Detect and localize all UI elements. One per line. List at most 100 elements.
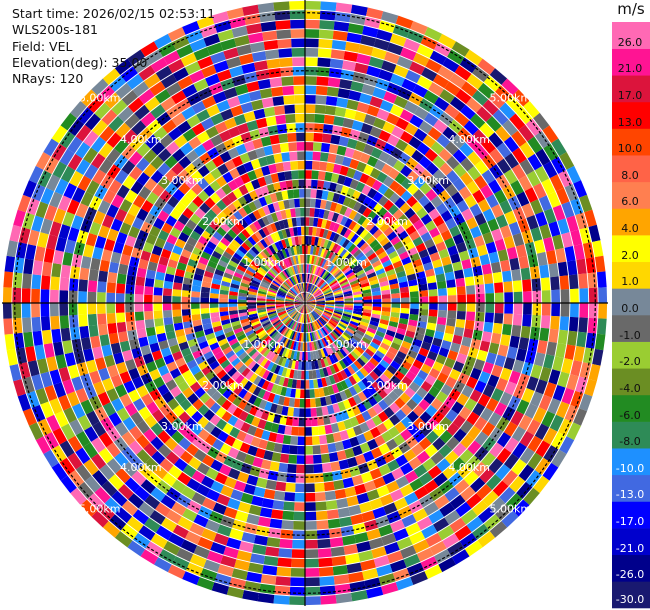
velocity-cell [64, 352, 76, 367]
velocity-cell [219, 303, 228, 308]
velocity-cell [349, 416, 360, 427]
velocity-cell [279, 142, 290, 153]
velocity-cell [262, 248, 271, 258]
velocity-cell [438, 303, 448, 311]
colorbar-tick-label: 10.0 [617, 142, 643, 156]
velocity-cell [508, 221, 521, 236]
velocity-cell [207, 446, 220, 459]
velocity-cell [477, 82, 495, 99]
velocity-cell [182, 20, 200, 35]
velocity-cell [507, 395, 521, 411]
velocity-cell [527, 153, 543, 171]
velocity-cell [296, 132, 305, 142]
velocity-cell [320, 453, 331, 464]
velocity-cell [169, 367, 182, 379]
velocity-cell [295, 322, 300, 332]
velocity-cell [239, 315, 249, 321]
velocity-cell [281, 315, 289, 322]
velocity-cell [49, 303, 59, 317]
velocity-cell [161, 372, 173, 384]
velocity-cell [535, 440, 551, 458]
velocity-cell [226, 7, 244, 20]
velocity-cell [238, 184, 249, 196]
velocity-cell [273, 1, 290, 12]
velocity-cell [336, 214, 344, 224]
velocity-cell [366, 327, 377, 335]
velocity-cell [308, 313, 313, 322]
velocity-cell [226, 334, 237, 342]
velocity-cell [272, 332, 281, 341]
velocity-cell [313, 473, 324, 483]
velocity-cell [292, 311, 299, 320]
velocity-cell [318, 38, 333, 49]
velocity-cell [335, 592, 353, 604]
velocity-cell [398, 281, 409, 288]
velocity-cell [215, 175, 228, 188]
velocity-cell [329, 231, 337, 242]
velocity-cell [518, 414, 533, 431]
range-ring-label: 4.00km [120, 133, 162, 146]
velocity-cell [320, 269, 327, 278]
velocity-cell [335, 234, 344, 245]
velocity-cell [472, 129, 488, 145]
range-ring-label: 1.00km [243, 256, 285, 269]
velocity-cell [193, 514, 209, 528]
velocity-cell [118, 331, 129, 343]
velocity-cell [516, 481, 533, 499]
velocity-cell [101, 249, 113, 262]
velocity-cell [488, 251, 500, 264]
velocity-cell [238, 261, 249, 270]
velocity-cell [395, 15, 414, 29]
velocity-cell [446, 155, 460, 170]
velocity-cell [271, 342, 279, 352]
velocity-cell [140, 250, 152, 262]
velocity-cell [238, 296, 247, 300]
velocity-cell [177, 75, 194, 90]
velocity-cell [430, 141, 445, 155]
velocity-cell [306, 300, 316, 303]
velocity-cell [333, 341, 342, 350]
velocity-cell [232, 407, 243, 418]
velocity-cell [425, 328, 435, 338]
velocity-cell [243, 71, 258, 84]
velocity-cell [318, 281, 326, 289]
velocity-cell [106, 148, 121, 164]
velocity-cell [177, 380, 190, 393]
velocity-cell [434, 330, 445, 340]
velocity-cell [285, 280, 292, 288]
velocity-cell [174, 134, 188, 148]
velocity-cell [339, 430, 349, 441]
velocity-cell [238, 53, 254, 65]
velocity-cell [181, 296, 191, 303]
velocity-cell [285, 268, 292, 277]
velocity-cell [166, 487, 181, 502]
velocity-cell [209, 303, 219, 308]
velocity-cell [326, 275, 334, 283]
velocity-cell [330, 461, 341, 472]
velocity-cell [489, 68, 508, 85]
velocity-cell [306, 303, 315, 307]
velocity-cell [378, 195, 389, 207]
velocity-cell [500, 334, 511, 347]
velocity-cell [310, 285, 316, 294]
velocity-cell [60, 112, 77, 131]
velocity-cell [311, 286, 318, 295]
velocity-cell [253, 198, 263, 210]
velocity-cell [290, 311, 298, 318]
velocity-cell [426, 322, 437, 331]
velocity-cell [433, 119, 448, 134]
velocity-cell [40, 187, 54, 205]
velocity-cell [406, 273, 417, 282]
velocity-cell [359, 422, 370, 433]
velocity-cell [163, 309, 173, 318]
velocity-cell [60, 166, 76, 183]
velocity-cell [367, 438, 379, 451]
velocity-cell [363, 430, 374, 442]
velocity-cell [67, 364, 80, 379]
velocity-cell [67, 153, 83, 171]
velocity-cell [511, 324, 522, 338]
velocity-cell [248, 201, 258, 212]
velocity-cell [472, 402, 486, 417]
velocity-cell [239, 218, 249, 229]
velocity-cell [407, 183, 419, 196]
